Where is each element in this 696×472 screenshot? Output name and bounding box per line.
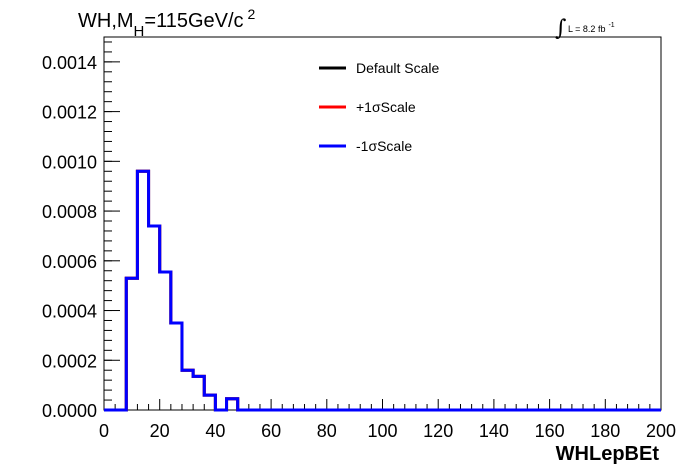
series-line-1 xyxy=(104,169,661,412)
legend-entry: -1σScale xyxy=(319,138,412,154)
legend-entry: Default Scale xyxy=(319,60,439,76)
legend: Default Scale +1σScale -1σScale xyxy=(319,60,439,154)
x-tick-label: 100 xyxy=(367,421,397,441)
y-tick-label: 0.0000 xyxy=(42,401,97,421)
title-main: WH,M xyxy=(78,10,134,32)
x-tick-label: 0 xyxy=(99,421,109,441)
luminosity-label: ∫ L = 8.2 fb -1 xyxy=(555,16,615,41)
title-rest: =115GeV/c xyxy=(144,10,243,32)
axes: 0 20 40 60 80 100 120 140 160 180 200 0.0000 0.0002 0… xyxy=(42,41,676,441)
integral-icon: ∫ xyxy=(555,16,567,41)
x-tick-label: 20 xyxy=(150,421,170,441)
x-axis-label: WHLepBEt xyxy=(556,443,660,465)
x-tick-label: 140 xyxy=(479,421,509,441)
y-tick-label: 0.0014 xyxy=(42,53,97,73)
x-tick-label: 40 xyxy=(205,421,225,441)
title-superscript: 2 xyxy=(248,6,256,22)
title-subscript: H xyxy=(134,23,145,40)
x-tick-label: 120 xyxy=(423,421,453,441)
x-tick-label: 80 xyxy=(317,421,337,441)
chart-title: WH,MH=115GeV/c 2 xyxy=(78,6,256,40)
series-line-0 xyxy=(104,169,661,412)
x-tick-label: 160 xyxy=(535,421,565,441)
y-tick-label: 0.0006 xyxy=(42,252,97,272)
y-tick-label: 0.0004 xyxy=(42,302,97,322)
legend-label: -1σScale xyxy=(356,138,412,154)
y-tick-label: 0.0010 xyxy=(42,152,97,172)
legend-label: Default Scale xyxy=(356,60,439,76)
y-tick-label: 0.0008 xyxy=(42,202,97,222)
series-line-2 xyxy=(104,169,661,412)
y-tick-label: 0.0012 xyxy=(42,103,97,123)
lumi-superscript: -1 xyxy=(608,22,614,29)
x-tick-label: 60 xyxy=(261,421,281,441)
x-tick-label: 180 xyxy=(590,421,620,441)
x-tick-label: 200 xyxy=(646,421,676,441)
lumi-text: L = 8.2 fb -1 xyxy=(568,22,615,34)
series-layer xyxy=(104,169,661,412)
legend-entry: +1σScale xyxy=(319,99,416,115)
y-tick-label: 0.0002 xyxy=(42,351,97,371)
plot-frame xyxy=(103,36,662,411)
lumi-value: L = 8.2 fb xyxy=(568,24,605,34)
legend-label: +1σScale xyxy=(356,99,416,115)
